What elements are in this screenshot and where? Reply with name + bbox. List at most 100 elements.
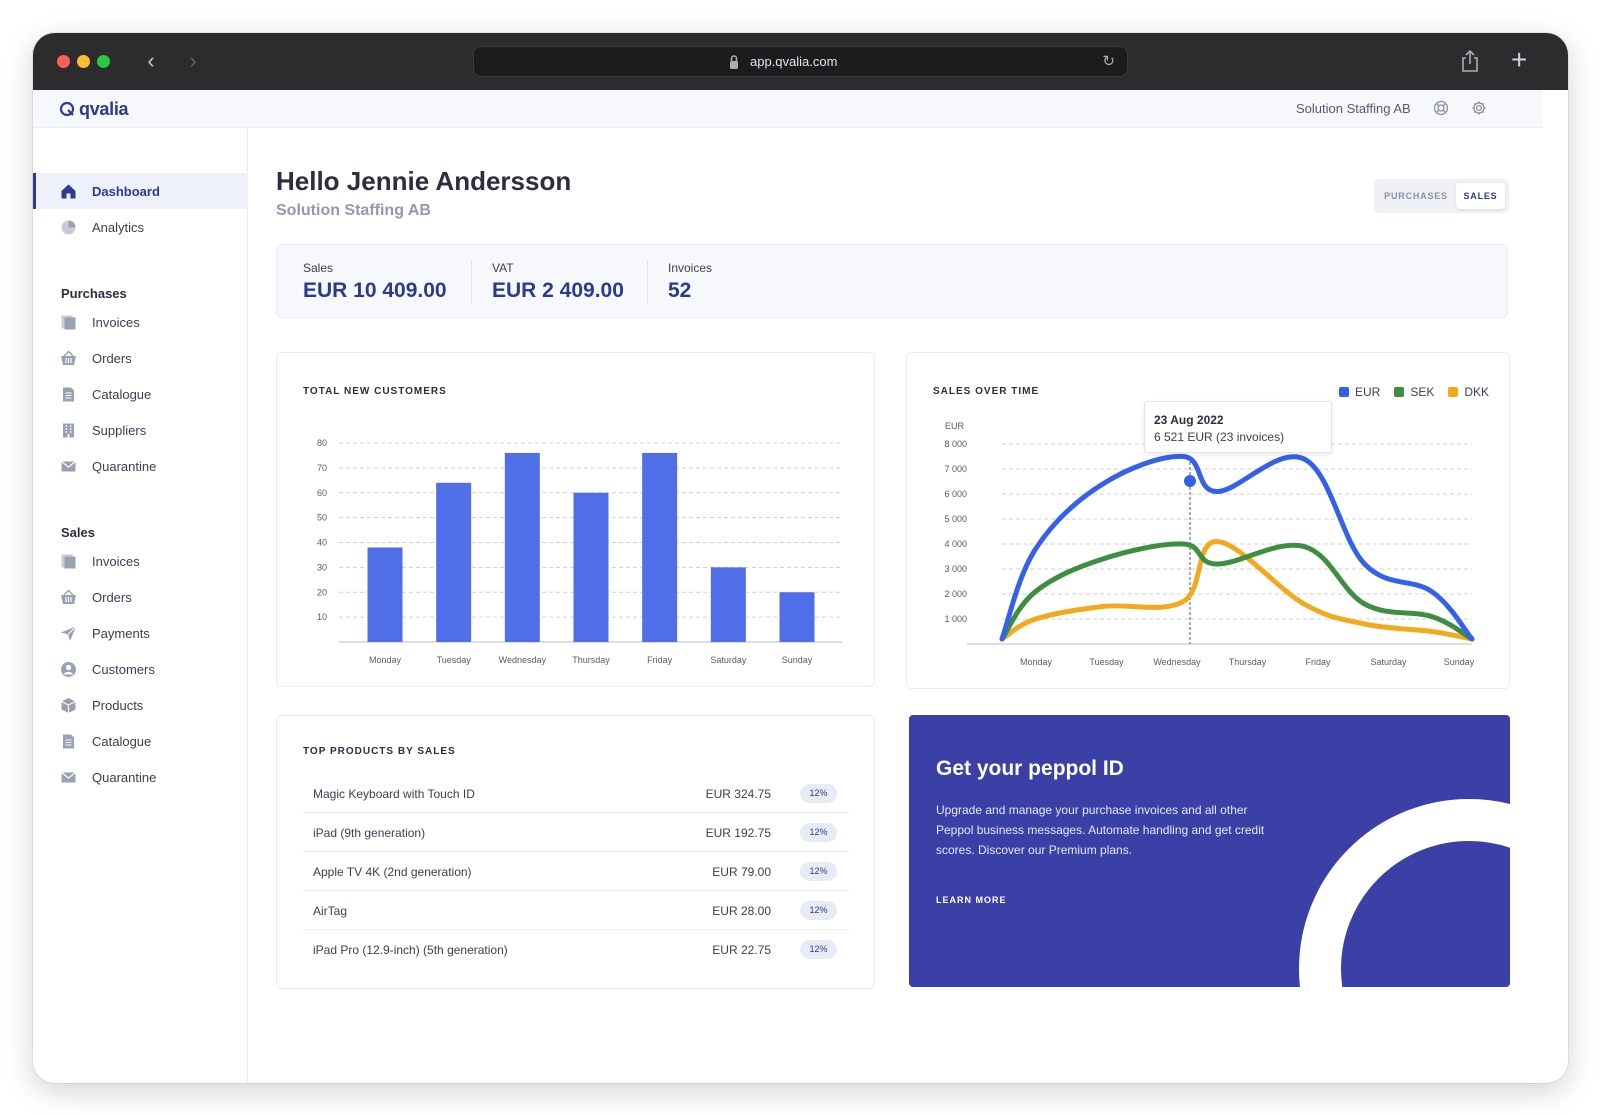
- sidebar-item-purchase-orders[interactable]: Orders: [33, 340, 248, 376]
- y-tick-label: 7 000: [944, 464, 967, 474]
- bar[interactable]: [710, 567, 746, 642]
- sidebar-item-sales-catalogue[interactable]: Catalogue: [33, 723, 248, 759]
- new-tab-icon[interactable]: +: [1511, 44, 1528, 75]
- bar[interactable]: [642, 452, 678, 642]
- series-line-sek[interactable]: [999, 541, 1475, 642]
- bar[interactable]: [573, 492, 609, 642]
- sidebar-item-label: Catalogue: [92, 734, 152, 749]
- bar[interactable]: [436, 482, 472, 642]
- sidebar-item-sales-orders[interactable]: Orders: [33, 579, 248, 615]
- product-price: EUR 79.00: [712, 865, 771, 879]
- legend-item-eur[interactable]: EUR: [1339, 385, 1380, 399]
- back-arrow-icon[interactable]: ‹: [147, 48, 155, 73]
- sidebar-item-label: Orders: [92, 351, 132, 366]
- sidebar-item-purchase-catalogue[interactable]: Catalogue: [33, 376, 248, 412]
- list-item[interactable]: Magic Keyboard with Touch ID EUR 324.75 …: [303, 774, 849, 813]
- sidebar-item-sales-invoices[interactable]: Invoices: [33, 543, 248, 579]
- stat-invoices: Invoices 52: [668, 261, 712, 303]
- toggle-sales-button[interactable]: SALES: [1456, 183, 1505, 209]
- series-line-dkk[interactable]: [999, 538, 1475, 642]
- forward-arrow-icon[interactable]: ›: [189, 48, 197, 73]
- sidebar-heading-sales: Sales: [61, 525, 95, 540]
- sidebar-item-analytics[interactable]: Analytics: [33, 209, 248, 245]
- product-name: AirTag: [313, 904, 348, 918]
- home-icon: [61, 184, 76, 199]
- promo-text: Upgrade and manage your purchase invoice…: [936, 803, 1265, 857]
- sales-over-time-card: SALES OVER TIME EUR SEK DKK EUR 1 000 2 00…: [906, 352, 1510, 689]
- legend-item-sek[interactable]: SEK: [1394, 385, 1434, 399]
- sidebar-item-customers[interactable]: Customers: [33, 651, 248, 687]
- lifebuoy-icon[interactable]: [1433, 100, 1449, 116]
- list-item[interactable]: AirTag EUR 28.00 12%: [303, 891, 849, 930]
- sidebar-item-label: Invoices: [92, 554, 140, 569]
- x-tick-label: Saturday: [710, 655, 747, 665]
- sidebar-item-label: Payments: [92, 626, 150, 641]
- stat-vat: VAT EUR 2 409.00: [492, 261, 624, 303]
- product-share-badge: 12%: [800, 940, 837, 959]
- chart-tooltip: 23 Aug 2022 6 521 EUR (23 invoices): [1144, 401, 1332, 453]
- tooltip-date: 23 Aug 2022: [1154, 413, 1224, 427]
- legend-label: EUR: [1355, 385, 1381, 399]
- card-title: TOTAL NEW CUSTOMERS: [303, 386, 447, 397]
- stats-summary: Sales EUR 10 409.00 VAT EUR 2 409.00 Inv…: [276, 244, 1508, 318]
- y-tick-label: 60: [317, 488, 327, 498]
- close-window-button[interactable]: [57, 55, 70, 68]
- series-line-eur[interactable]: [999, 453, 1475, 642]
- share-icon[interactable]: [1459, 49, 1481, 73]
- y-tick-label: 20: [317, 587, 327, 597]
- bar[interactable]: [779, 592, 815, 642]
- reload-icon[interactable]: ↻: [1102, 53, 1115, 70]
- decorative-ring: [1299, 799, 1510, 987]
- building-icon: [63, 423, 74, 438]
- sidebar-item-suppliers[interactable]: Suppliers: [33, 412, 248, 448]
- toggle-purchases-button[interactable]: PURCHASES: [1384, 191, 1448, 201]
- product-price: EUR 22.75: [712, 943, 771, 957]
- learn-more-link[interactable]: LEARN MORE: [936, 895, 1007, 905]
- gear-icon[interactable]: [1471, 100, 1487, 116]
- y-tick-label: 30: [317, 562, 327, 572]
- list-item[interactable]: iPad (9th generation) EUR 192.75 12%: [303, 813, 849, 852]
- x-tick-label: Friday: [647, 655, 673, 665]
- customers-bar-chart: 10 20 30 40 50 60 70 80 Monday Tuesday Wednesday Th…: [317, 438, 842, 665]
- sidebar-item-sales-quarantine[interactable]: Quarantine: [33, 759, 248, 795]
- sidebar-item-label: Suppliers: [92, 423, 147, 438]
- stat-divider: [647, 260, 648, 304]
- sidebar-item-purchase-quarantine[interactable]: Quarantine: [33, 448, 248, 484]
- x-tick-label: Wednesday: [1153, 657, 1201, 667]
- main-content: Hello Jennie Andersson Solution Staffing…: [248, 128, 1543, 1083]
- card-title: SALES OVER TIME: [933, 386, 1040, 397]
- product-name: Apple TV 4K (2nd generation): [313, 865, 472, 879]
- qvalia-logo[interactable]: qvalia: [59, 98, 129, 120]
- list-item[interactable]: Apple TV 4K (2nd generation) EUR 79.00 1…: [303, 852, 849, 891]
- product-name: iPad (9th generation): [313, 826, 426, 840]
- highlight-point[interactable]: [1184, 474, 1196, 487]
- minimize-window-button[interactable]: [77, 55, 90, 68]
- legend-label: SEK: [1410, 385, 1435, 399]
- sales-line-chart: EUR 1 000 2 000 3 000 4 000 5 000 6 000 7 000 8 …: [944, 421, 1475, 667]
- page-subtitle: Solution Staffing AB: [276, 202, 431, 219]
- sidebar-item-purchase-invoices[interactable]: Invoices: [33, 304, 248, 340]
- mail-icon: [61, 772, 76, 783]
- legend-item-dkk[interactable]: DKK: [1448, 385, 1489, 399]
- sidebar-item-payments[interactable]: Payments: [33, 615, 248, 651]
- url-text: app.qvalia.com: [750, 54, 838, 69]
- sidebar-item-dashboard[interactable]: Dashboard: [33, 173, 248, 209]
- maximize-window-button[interactable]: [97, 55, 110, 68]
- company-switcher[interactable]: Solution Staffing AB: [1296, 101, 1411, 116]
- y-tick-label: 40: [317, 538, 327, 548]
- y-tick-label: 5 000: [944, 514, 967, 524]
- paper-plane-icon: [61, 626, 77, 641]
- list-item[interactable]: iPad Pro (12.9-inch) (5th generation) EU…: [303, 930, 849, 969]
- product-share-badge: 12%: [800, 823, 837, 842]
- bar[interactable]: [367, 547, 403, 642]
- y-tick-label: 2 000: [944, 589, 967, 599]
- x-tick-label: Sunday: [782, 655, 813, 665]
- x-tick-label: Saturday: [1370, 657, 1407, 667]
- sidebar-item-products[interactable]: Products: [33, 687, 248, 723]
- tooltip-value: 6 521 EUR (23 invoices): [1154, 430, 1285, 444]
- bar[interactable]: [504, 452, 540, 642]
- product-name: Magic Keyboard with Touch ID: [313, 787, 475, 801]
- y-tick-label: 4 000: [944, 539, 967, 549]
- product-price: EUR 28.00: [712, 904, 771, 918]
- address-bar[interactable]: app.qvalia.com ↻: [473, 46, 1128, 77]
